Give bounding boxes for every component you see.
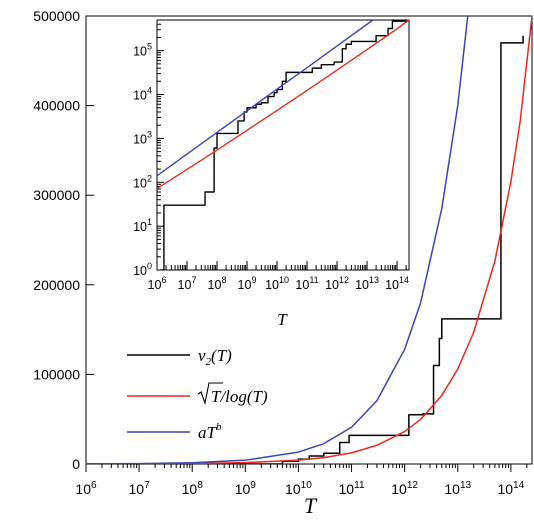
sqrt-radical-icon bbox=[197, 382, 223, 406]
inset-y-tick-label: 104 bbox=[133, 86, 152, 103]
legend: ν2(T) T/log(T) aTb bbox=[127, 346, 268, 442]
legend-entry-nu2: ν2(T) bbox=[127, 346, 232, 368]
inset-y-tick-label: 103 bbox=[133, 129, 152, 146]
main-x-tick-label: 1010 bbox=[285, 480, 312, 497]
inset-y-tick-label: 100 bbox=[133, 261, 152, 278]
main-y-tick-label: 500000 bbox=[33, 8, 80, 24]
inset-x-tick-label: 1011 bbox=[295, 275, 318, 292]
main-x-tick-label: 109 bbox=[235, 480, 257, 497]
inset-y-tick-label: 105 bbox=[133, 42, 152, 59]
inset-y-tick-label: 102 bbox=[133, 173, 152, 190]
inset-series bbox=[157, 20, 409, 270]
main-series bbox=[86, 16, 532, 464]
inset-series-line-2 bbox=[157, 20, 375, 177]
legend-entry-power-law: aTb bbox=[127, 421, 222, 442]
inset-x-tick-label: 1012 bbox=[325, 275, 349, 292]
main-x-tick-label: 1013 bbox=[444, 480, 471, 497]
inset-x-tick-label: 1014 bbox=[385, 275, 409, 292]
inset-x-tick-label: 107 bbox=[178, 275, 197, 292]
legend-entry-sqrt-over-log: T/log(T) bbox=[127, 382, 268, 406]
main-y-tick-label: 300000 bbox=[33, 187, 80, 203]
main-x-axis: 106 107 108 109 1010 1011 1012 1013 1014 bbox=[75, 464, 528, 497]
inset-series-line-0 bbox=[160, 20, 407, 270]
inset-x-axis-title: T bbox=[277, 310, 288, 329]
main-x-tick-label: 1014 bbox=[497, 480, 524, 497]
main-x-tick-label: 106 bbox=[75, 480, 97, 497]
inset-x-tick-label: 108 bbox=[208, 275, 227, 292]
main-y-tick-label: 400000 bbox=[33, 98, 80, 114]
main-x-tick-label: 1012 bbox=[391, 480, 418, 497]
inset-plot-frame bbox=[156, 19, 410, 271]
inset-x-tick-label: 1010 bbox=[265, 275, 289, 292]
inset-x-tick-label: 106 bbox=[148, 275, 167, 292]
inset-x-axis: 106 107 108 109 1010 1011 1012 1013 1014 bbox=[148, 261, 409, 292]
main-x-tick-label: 107 bbox=[129, 480, 151, 497]
legend-label-nu2: ν2(T) bbox=[198, 346, 232, 368]
inset-x-tick-label: 1013 bbox=[355, 275, 379, 292]
main-x-tick-label: 1011 bbox=[339, 480, 365, 497]
main-y-tick-label: 200000 bbox=[33, 277, 80, 293]
inset-y-axis: 100 101 102 103 104 105 bbox=[133, 19, 164, 278]
main-y-tick-label: 0 bbox=[72, 456, 80, 472]
main-x-axis-title: T bbox=[304, 493, 318, 518]
main-series-line-1 bbox=[86, 16, 532, 464]
main-series-line-2 bbox=[86, 16, 469, 464]
legend-label-sqrt-over-log: T/log(T) bbox=[211, 387, 268, 406]
main-y-axis: 0 100000 200000 300000 400000 500000 bbox=[33, 8, 94, 472]
inset-series-line-1 bbox=[157, 20, 409, 190]
main-x-tick-label: 108 bbox=[182, 480, 204, 497]
legend-label-power-law: aTb bbox=[198, 421, 222, 442]
inset-x-tick-label: 109 bbox=[238, 275, 257, 292]
main-y-tick-label: 100000 bbox=[33, 366, 80, 382]
inset-y-tick-label: 101 bbox=[133, 217, 152, 234]
